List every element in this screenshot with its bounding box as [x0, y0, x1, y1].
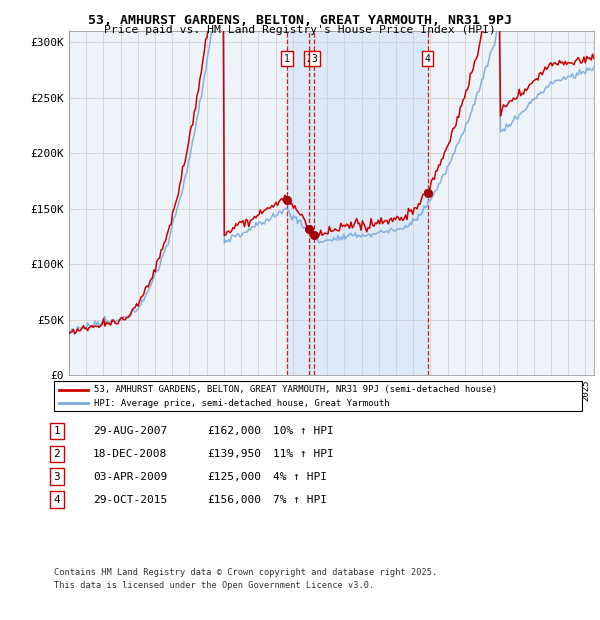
Text: £162,000: £162,000: [207, 426, 261, 436]
Text: 4: 4: [425, 54, 430, 64]
Text: This data is licensed under the Open Government Licence v3.0.: This data is licensed under the Open Gov…: [54, 581, 374, 590]
Text: £125,000: £125,000: [207, 472, 261, 482]
Text: 29-OCT-2015: 29-OCT-2015: [93, 495, 167, 505]
Text: 2: 2: [53, 449, 61, 459]
Text: 10% ↑ HPI: 10% ↑ HPI: [273, 426, 334, 436]
Bar: [287, 31, 428, 375]
Text: 53, AMHURST GARDENS, BELTON, GREAT YARMOUTH, NR31 9PJ (semi-detached house): 53, AMHURST GARDENS, BELTON, GREAT YARMO…: [94, 385, 497, 394]
Text: 3: 3: [53, 472, 61, 482]
Text: £156,000: £156,000: [207, 495, 261, 505]
Text: 7% ↑ HPI: 7% ↑ HPI: [273, 495, 327, 505]
Text: 1: 1: [284, 54, 290, 64]
Text: 4% ↑ HPI: 4% ↑ HPI: [273, 472, 327, 482]
Text: 18-DEC-2008: 18-DEC-2008: [93, 449, 167, 459]
Text: 03-APR-2009: 03-APR-2009: [93, 472, 167, 482]
Text: £139,950: £139,950: [207, 449, 261, 459]
Text: 2: 2: [307, 54, 312, 64]
Text: Contains HM Land Registry data © Crown copyright and database right 2025.: Contains HM Land Registry data © Crown c…: [54, 569, 437, 577]
Text: 4: 4: [53, 495, 61, 505]
Text: 11% ↑ HPI: 11% ↑ HPI: [273, 449, 334, 459]
Text: HPI: Average price, semi-detached house, Great Yarmouth: HPI: Average price, semi-detached house,…: [94, 399, 389, 408]
Text: 3: 3: [311, 54, 317, 64]
Text: Price paid vs. HM Land Registry's House Price Index (HPI): Price paid vs. HM Land Registry's House …: [104, 25, 496, 35]
Text: 29-AUG-2007: 29-AUG-2007: [93, 426, 167, 436]
Text: 53, AMHURST GARDENS, BELTON, GREAT YARMOUTH, NR31 9PJ: 53, AMHURST GARDENS, BELTON, GREAT YARMO…: [88, 14, 512, 27]
Text: 1: 1: [53, 426, 61, 436]
